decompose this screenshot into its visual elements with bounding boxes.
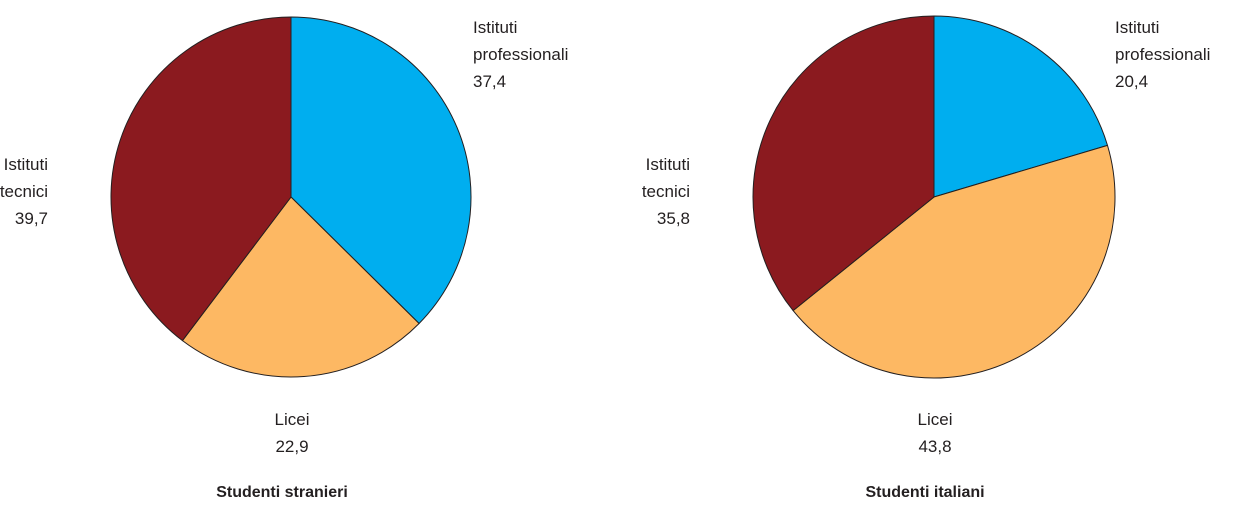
pie-chart-studenti-italiani: Istituti professionali 20,4 Licei 43,8 I… xyxy=(642,15,1210,501)
slice-label-line2: professionali xyxy=(1115,45,1210,64)
slice-label-line1: Istituti xyxy=(646,155,690,174)
pie-slices-studenti-italiani xyxy=(752,15,1116,379)
slice-label-line2: tecnici xyxy=(642,182,690,201)
slice-label-line1: Istituti xyxy=(473,18,517,37)
slice-value-label: 43,8 xyxy=(918,437,951,456)
pie-chart-studenti-stranieri: Istituti professionali 37,4 Licei 22,9 I… xyxy=(0,16,568,501)
slice-label-line1: Istituti xyxy=(1115,18,1159,37)
slice-label-line2: tecnici xyxy=(0,182,48,201)
slice-label-line1: Licei xyxy=(275,410,310,429)
chart-title: Studenti italiani xyxy=(865,484,984,501)
pie-slice-istituti-tecnici xyxy=(752,15,935,312)
slice-value-label: 39,7 xyxy=(15,209,48,228)
pie-slice-licei xyxy=(792,144,1116,379)
pie-slice-istituti-professionali xyxy=(933,15,1108,198)
slice-value-label: 22,9 xyxy=(275,437,308,456)
slice-label-line2: professionali xyxy=(473,45,568,64)
pie-slice-licei xyxy=(181,196,420,378)
slice-value-label: 35,8 xyxy=(657,209,690,228)
pie-slice-istituti-tecnici xyxy=(110,16,292,342)
pie-slices-studenti-stranieri xyxy=(110,16,472,378)
slice-label-line1: Istituti xyxy=(4,155,48,174)
slice-label-line1: Licei xyxy=(918,410,953,429)
slice-value-label: 37,4 xyxy=(473,72,506,91)
pie-slice-istituti-professionali xyxy=(290,16,472,324)
slice-value-label: 20,4 xyxy=(1115,72,1148,91)
chart-title: Studenti stranieri xyxy=(216,484,348,501)
